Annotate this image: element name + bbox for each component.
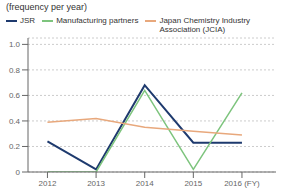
- html-text:Japan Chemistry Industry Assoc: Japan Chemistry Industry Association (JC…: [159, 16, 251, 34]
- html-text:Manufacturing partners: Manufacturing partners: [56, 16, 139, 25]
- svg-text:0.4: 0.4: [9, 117, 21, 126]
- svg-text:0.6: 0.6: [9, 91, 21, 100]
- svg-text:2015: 2015: [184, 179, 202, 188]
- html-text:JSR: JSR: [20, 16, 36, 25]
- svg-text:0: 0: [16, 168, 21, 177]
- svg-text:1.0: 1.0: [9, 40, 21, 49]
- svg-text:2014: 2014: [136, 179, 154, 188]
- svg-text:2013: 2013: [87, 179, 105, 188]
- svg-text:2016 (FY): 2016 (FY): [224, 179, 260, 188]
- svg-text:0.2: 0.2: [9, 142, 21, 151]
- svg-text:0.8: 0.8: [9, 66, 21, 75]
- html-text:(frequency per year): (frequency per year): [6, 2, 87, 12]
- svg-text:2012: 2012: [39, 179, 57, 188]
